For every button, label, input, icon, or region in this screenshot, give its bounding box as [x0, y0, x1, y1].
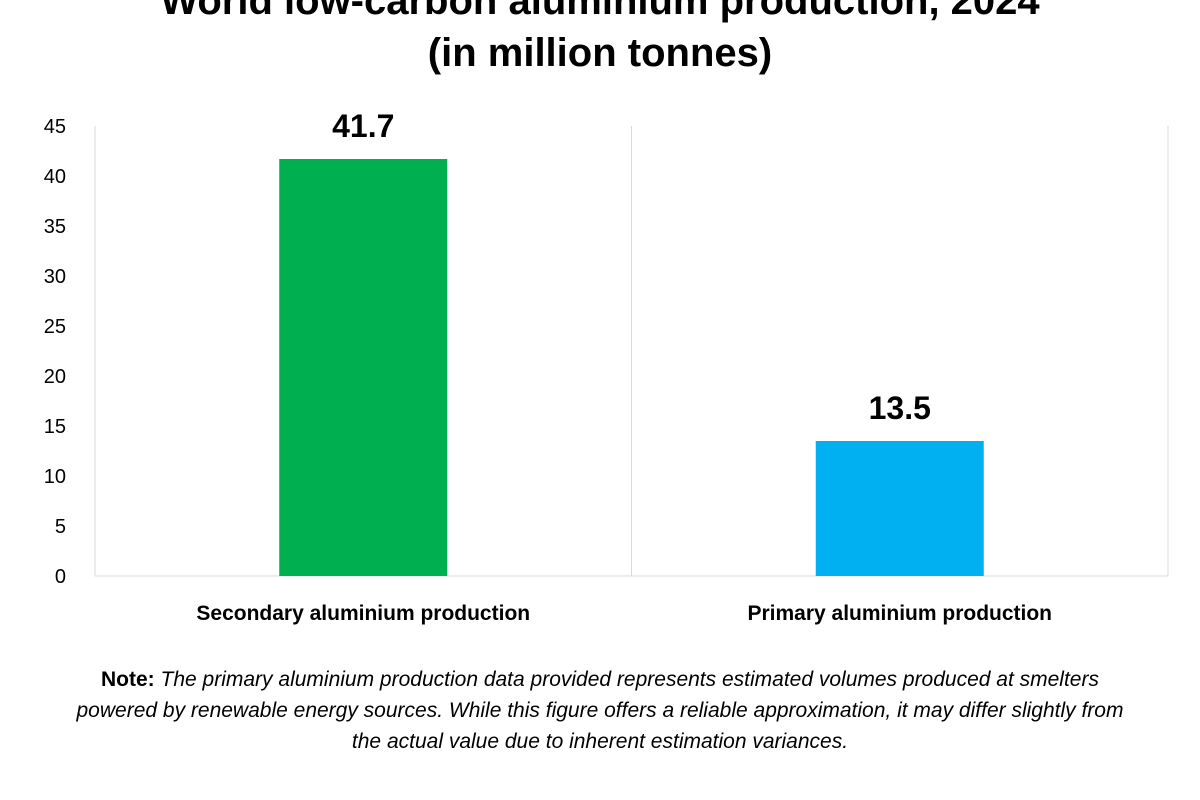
bar	[815, 441, 984, 576]
y-tick-label: 45	[44, 116, 66, 138]
y-tick-label: 20	[44, 366, 66, 388]
y-tick-label: 5	[55, 516, 66, 538]
data-label: 13.5	[869, 390, 931, 426]
y-tick-label: 30	[44, 266, 66, 288]
x-tick-label: Primary aluminium production	[747, 602, 1052, 625]
note-label: Note:	[101, 668, 155, 691]
chart-title-line-2: (in million tonnes)	[427, 31, 773, 75]
bar	[279, 159, 448, 576]
y-tick-label: 0	[55, 566, 66, 588]
chart-title-line-1: World low-carbon aluminium production, 2…	[160, 0, 1040, 23]
chart-note: Note: The primary aluminium production d…	[60, 664, 1140, 757]
y-tick-label: 15	[44, 416, 66, 438]
y-tick-label: 25	[44, 316, 66, 338]
data-label: 41.7	[332, 108, 394, 144]
y-tick-label: 10	[44, 466, 66, 488]
y-tick-label: 35	[44, 216, 66, 238]
note-text: The primary aluminium production data pr…	[76, 668, 1124, 753]
x-tick-label: Secondary aluminium production	[196, 602, 530, 625]
bar-chart: 0 5 10 15 20 25 30 35 40 45 41.7 Secondary aluminiu…	[44, 108, 1169, 625]
y-tick-label: 40	[44, 166, 66, 188]
